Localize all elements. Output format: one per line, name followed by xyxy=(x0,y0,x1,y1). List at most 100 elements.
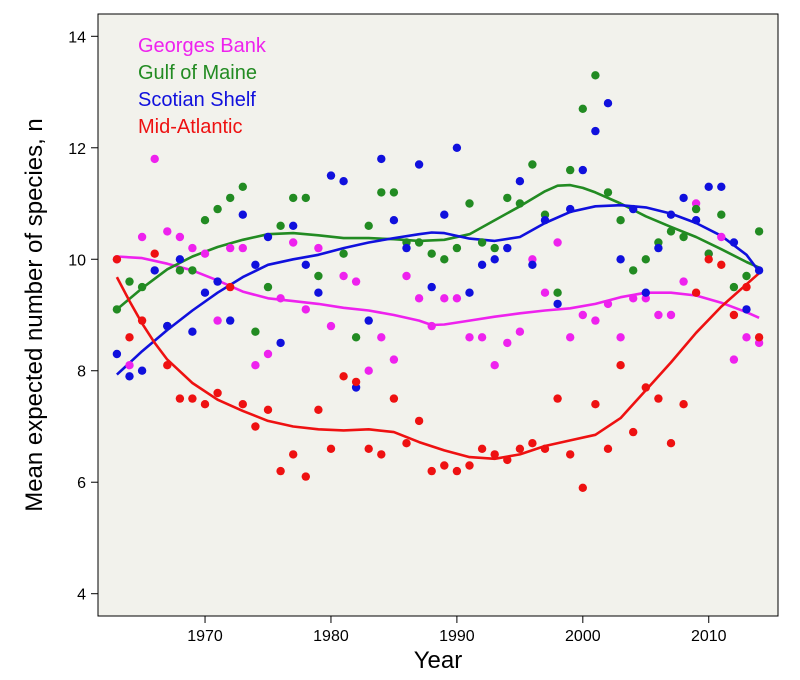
point-mid-atlantic xyxy=(427,466,436,476)
point-mid-atlantic xyxy=(742,282,751,292)
point-georges-bank xyxy=(351,277,361,286)
point-scotian-shelf xyxy=(427,282,436,292)
point-mid-atlantic xyxy=(238,400,247,409)
point-gulf-of-maine xyxy=(188,266,197,275)
point-georges-bank xyxy=(566,333,575,342)
point-georges-bank xyxy=(377,333,386,342)
point-mid-atlantic xyxy=(641,383,650,392)
point-gulf-of-maine xyxy=(200,216,210,225)
point-scotian-shelf xyxy=(150,266,159,275)
point-scotian-shelf xyxy=(200,288,210,297)
point-scotian-shelf xyxy=(754,266,764,275)
point-scotian-shelf xyxy=(402,243,411,253)
y-tick-label: 14 xyxy=(68,29,86,46)
point-gulf-of-maine xyxy=(503,193,512,203)
point-scotian-shelf xyxy=(540,216,550,225)
point-scotian-shelf xyxy=(440,210,449,219)
point-mid-atlantic xyxy=(364,444,373,453)
point-georges-bank xyxy=(515,327,525,336)
point-georges-bank xyxy=(301,305,310,314)
point-scotian-shelf xyxy=(377,154,386,164)
point-scotian-shelf xyxy=(742,305,751,314)
point-gulf-of-maine xyxy=(314,271,323,281)
point-mid-atlantic xyxy=(402,439,411,448)
point-gulf-of-maine xyxy=(339,249,348,258)
point-georges-bank xyxy=(414,294,424,303)
point-gulf-of-maine xyxy=(389,188,399,197)
point-mid-atlantic xyxy=(691,288,701,297)
y-tick-label: 12 xyxy=(68,141,86,158)
point-gulf-of-maine xyxy=(515,199,525,208)
point-scotian-shelf xyxy=(125,372,134,381)
point-georges-bank xyxy=(276,294,285,303)
point-mid-atlantic xyxy=(440,461,449,470)
point-gulf-of-maine xyxy=(226,193,235,203)
point-georges-bank xyxy=(289,238,298,247)
point-mid-atlantic xyxy=(377,450,386,459)
legend-scotian-shelf: Scotian Shelf xyxy=(138,89,256,111)
point-scotian-shelf xyxy=(226,316,235,325)
point-georges-bank xyxy=(654,310,663,320)
point-gulf-of-maine xyxy=(427,249,436,258)
point-scotian-shelf xyxy=(553,299,562,309)
point-mid-atlantic xyxy=(490,450,499,459)
point-mid-atlantic xyxy=(540,444,550,453)
point-scotian-shelf xyxy=(603,99,613,108)
data-points xyxy=(112,71,764,492)
point-scotian-shelf xyxy=(163,321,172,331)
point-scotian-shelf xyxy=(515,177,525,186)
point-gulf-of-maine xyxy=(603,188,613,197)
point-georges-bank xyxy=(326,321,336,331)
point-georges-bank xyxy=(629,294,638,303)
point-scotian-shelf xyxy=(251,260,260,269)
point-mid-atlantic xyxy=(754,333,764,342)
point-georges-bank xyxy=(591,316,600,325)
point-georges-bank xyxy=(175,232,185,242)
point-georges-bank xyxy=(616,333,625,342)
point-mid-atlantic xyxy=(389,394,399,403)
point-georges-bank xyxy=(339,271,348,281)
x-tick-label: 2010 xyxy=(691,628,727,645)
point-mid-atlantic xyxy=(339,372,348,381)
point-georges-bank xyxy=(238,243,247,253)
point-scotian-shelf xyxy=(641,288,650,297)
point-scotian-shelf xyxy=(616,255,625,264)
point-georges-bank xyxy=(314,243,323,253)
point-scotian-shelf xyxy=(326,171,336,180)
point-gulf-of-maine xyxy=(729,282,739,292)
point-mid-atlantic xyxy=(263,405,273,414)
point-mid-atlantic xyxy=(704,255,713,264)
point-mid-atlantic xyxy=(188,394,197,403)
point-gulf-of-maine xyxy=(553,288,562,297)
point-gulf-of-maine xyxy=(301,193,310,203)
point-gulf-of-maine xyxy=(175,266,185,275)
y-tick-label: 8 xyxy=(77,364,86,381)
point-gulf-of-maine xyxy=(414,238,424,247)
point-gulf-of-maine xyxy=(578,104,587,114)
point-gulf-of-maine xyxy=(641,255,650,264)
point-scotian-shelf xyxy=(188,327,197,336)
point-scotian-shelf xyxy=(137,366,147,375)
point-gulf-of-maine xyxy=(440,255,449,264)
point-mid-atlantic xyxy=(477,444,487,453)
legend-gulf-of-maine: Gulf of Maine xyxy=(138,62,257,84)
point-georges-bank xyxy=(717,232,726,242)
point-scotian-shelf xyxy=(276,338,285,348)
point-scotian-shelf xyxy=(691,216,701,225)
point-scotian-shelf xyxy=(301,260,310,269)
point-mid-atlantic xyxy=(137,316,147,325)
point-georges-bank xyxy=(226,243,235,253)
point-mid-atlantic xyxy=(679,400,688,409)
point-scotian-shelf xyxy=(666,210,676,219)
point-georges-bank xyxy=(427,321,436,331)
y-tick-label: 10 xyxy=(68,252,86,269)
point-gulf-of-maine xyxy=(263,282,273,292)
point-gulf-of-maine xyxy=(251,327,260,336)
point-mid-atlantic xyxy=(200,400,210,409)
point-gulf-of-maine xyxy=(125,277,134,286)
point-gulf-of-maine xyxy=(213,204,222,214)
point-scotian-shelf xyxy=(339,177,348,186)
point-mid-atlantic xyxy=(175,394,185,403)
point-gulf-of-maine xyxy=(364,221,373,230)
